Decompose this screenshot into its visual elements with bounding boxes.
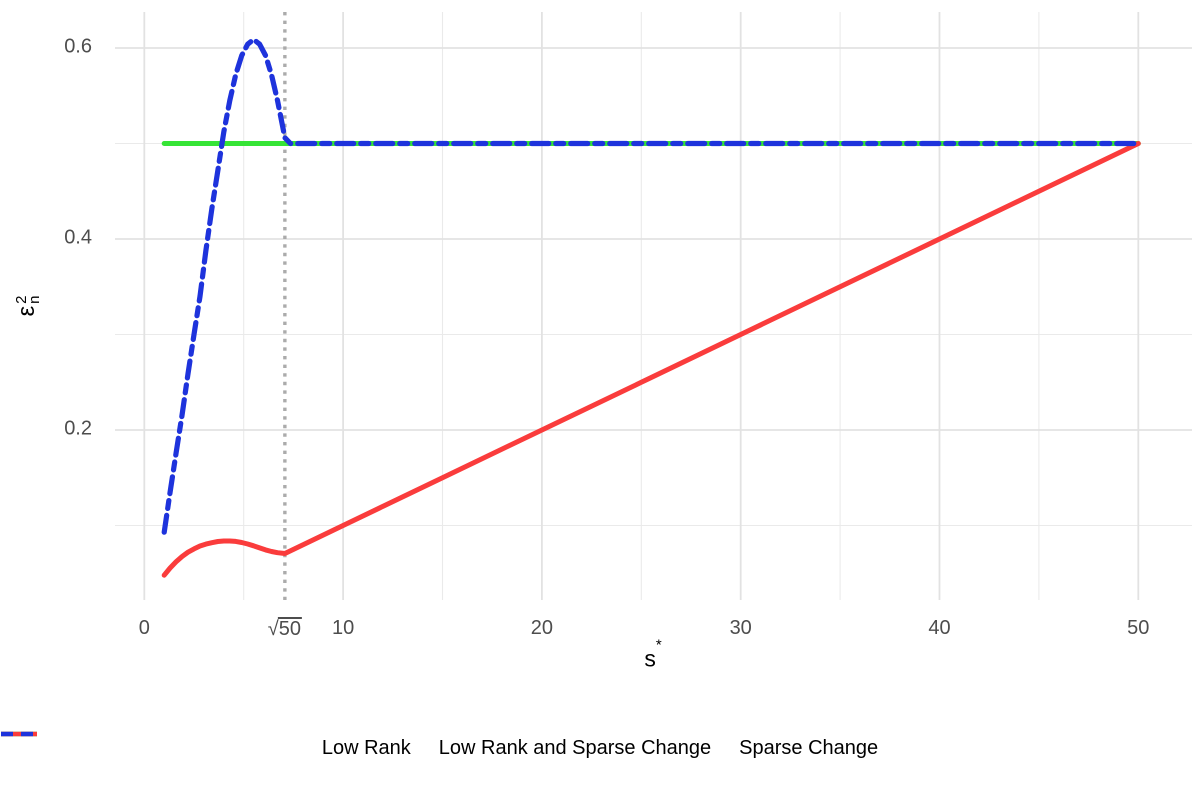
legend-label: Sparse Change bbox=[739, 736, 879, 759]
x-axis-title-sup: * bbox=[655, 636, 662, 654]
x-tick-label: √50 bbox=[267, 617, 302, 640]
y-tick-label: 0.2 bbox=[64, 417, 92, 440]
legend-label: Low Rank and Sparse Change bbox=[438, 736, 712, 759]
legend-item-low-rank: Low Rank bbox=[1, 731, 411, 760]
legend-item-sparse-change: Sparse Change bbox=[1, 731, 879, 760]
x-axis-title-base: s bbox=[644, 645, 656, 672]
y-axis-title-sub: n bbox=[26, 295, 43, 304]
x-tick-label: 50 bbox=[1127, 617, 1150, 639]
legend-item-low-rank-and-sparse-change: Low Rank and Sparse Change bbox=[1, 731, 712, 760]
legend: Low Rank Low Rank and Sparse Change Sparse… bbox=[0, 730, 1200, 766]
series-line-low-rank-and-sparse-change bbox=[161, 141, 1141, 578]
y-axis-title-base: ε bbox=[13, 305, 40, 317]
x-axis-title: s* bbox=[644, 638, 661, 673]
x-tick-label: 40 bbox=[928, 617, 951, 639]
plot-canvas bbox=[115, 12, 1192, 600]
y-tick-label: 0.4 bbox=[64, 226, 92, 249]
legend-label: Low Rank bbox=[321, 736, 411, 759]
y-axis-title-scripts: 2 n bbox=[13, 295, 44, 304]
series-line-sparse-change bbox=[161, 36, 1141, 535]
sqrt-symbol: √ bbox=[267, 618, 279, 640]
x-tick-label: 20 bbox=[530, 617, 554, 639]
y-tick-label: 0.6 bbox=[64, 35, 92, 58]
legend-key-line bbox=[1, 731, 37, 737]
x-tick-label: 0 bbox=[138, 617, 150, 639]
y-axis-title: ε 2 n bbox=[13, 295, 44, 317]
x-tick-label: 10 bbox=[331, 617, 355, 639]
x-tick-label: 30 bbox=[729, 617, 752, 639]
